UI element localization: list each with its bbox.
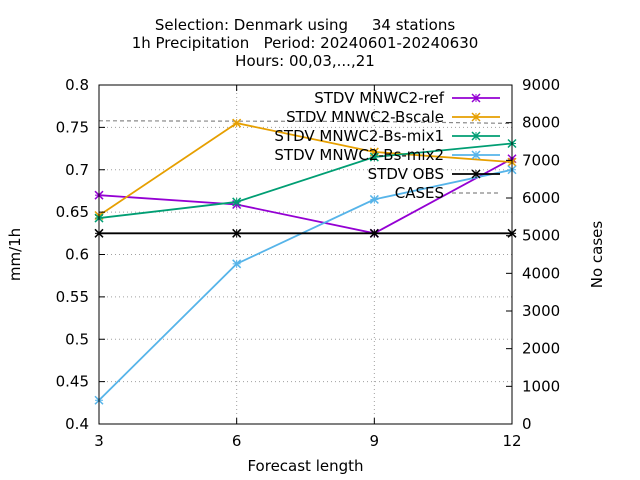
legend-marker — [471, 150, 481, 160]
x-tick-label: 3 — [94, 432, 104, 450]
legend-label: CASES — [395, 184, 444, 202]
y2-tick-label: 8000 — [522, 114, 560, 132]
y-tick-label: 0.5 — [65, 330, 89, 348]
y-tick-label: 0.7 — [65, 161, 89, 179]
legend-label: STDV MNWC2-ref — [314, 89, 444, 107]
legend-marker — [471, 169, 481, 179]
legend-label: STDV MNWC2-Bs-mix1 — [274, 127, 444, 145]
y-tick-label: 0.45 — [56, 373, 89, 391]
legend-label: STDV MNWC2-Bscale — [286, 108, 444, 126]
data-point — [369, 194, 379, 204]
y2-tick-label: 7000 — [522, 151, 560, 169]
legend-item: STDV MNWC2-ref — [314, 89, 500, 107]
series-line — [98, 120, 513, 125]
y2-tick-label: 4000 — [522, 264, 560, 282]
legend-item: CASES — [395, 184, 500, 202]
series-line — [98, 122, 513, 217]
data-point — [232, 259, 242, 269]
x-axis-label: Forecast length — [247, 457, 363, 475]
y2-tick-label: 5000 — [522, 227, 560, 245]
legend-label: STDV MNWC2-Bs-mix2 — [274, 146, 444, 164]
data-point — [232, 118, 242, 128]
y2-tick-label: 9000 — [522, 76, 560, 94]
x-tick-label: 6 — [232, 432, 242, 450]
y2-axis-label: No cases — [588, 221, 606, 289]
chart-title-line: 1h Precipitation Period: 20240601-202406… — [132, 34, 479, 52]
data-point — [369, 152, 379, 162]
y2-tick-label: 2000 — [522, 340, 560, 358]
y2-tick-label: 6000 — [522, 189, 560, 207]
x-tick-label: 9 — [370, 432, 380, 450]
data-point — [369, 228, 379, 238]
data-point — [232, 228, 242, 238]
chart-title-line: Hours: 00,03,...,21 — [235, 52, 375, 70]
legend-marker — [471, 112, 481, 122]
series-line — [98, 142, 513, 219]
y-tick-label: 0.55 — [56, 288, 89, 306]
data-point — [232, 197, 242, 207]
y2-tick-label: 3000 — [522, 302, 560, 320]
legend-item: STDV MNWC2-Bscale — [286, 108, 500, 126]
y2-tick-label: 1000 — [522, 377, 560, 395]
legend-item: STDV OBS — [368, 165, 500, 183]
legend-marker — [471, 131, 481, 141]
series-line — [98, 157, 513, 235]
legend-item: STDV MNWC2-Bs-mix2 — [274, 146, 500, 164]
y-tick-label: 0.6 — [65, 246, 89, 264]
y-tick-label: 0.8 — [65, 76, 89, 94]
y-tick-label: 0.65 — [56, 203, 89, 221]
series-line — [98, 168, 513, 401]
y2-tick-label: 0 — [522, 415, 532, 433]
legend-label: STDV OBS — [368, 165, 444, 183]
legend-marker — [471, 93, 481, 103]
chart-title-line: Selection: Denmark using 34 stations — [155, 16, 455, 34]
legend-item: STDV MNWC2-Bs-mix1 — [274, 127, 500, 145]
y-tick-label: 0.75 — [56, 118, 89, 136]
series-layer — [94, 118, 517, 405]
y-tick-label: 0.4 — [65, 415, 89, 433]
axis-ticks: 3 6 9 12 0.4 0.45 0.5 0.55 0.6 0.65 0.7 0.75 0.8 0 100… — [56, 76, 561, 450]
x-tick-label: 12 — [502, 432, 521, 450]
y-axis-label: mm/1h — [6, 228, 24, 281]
